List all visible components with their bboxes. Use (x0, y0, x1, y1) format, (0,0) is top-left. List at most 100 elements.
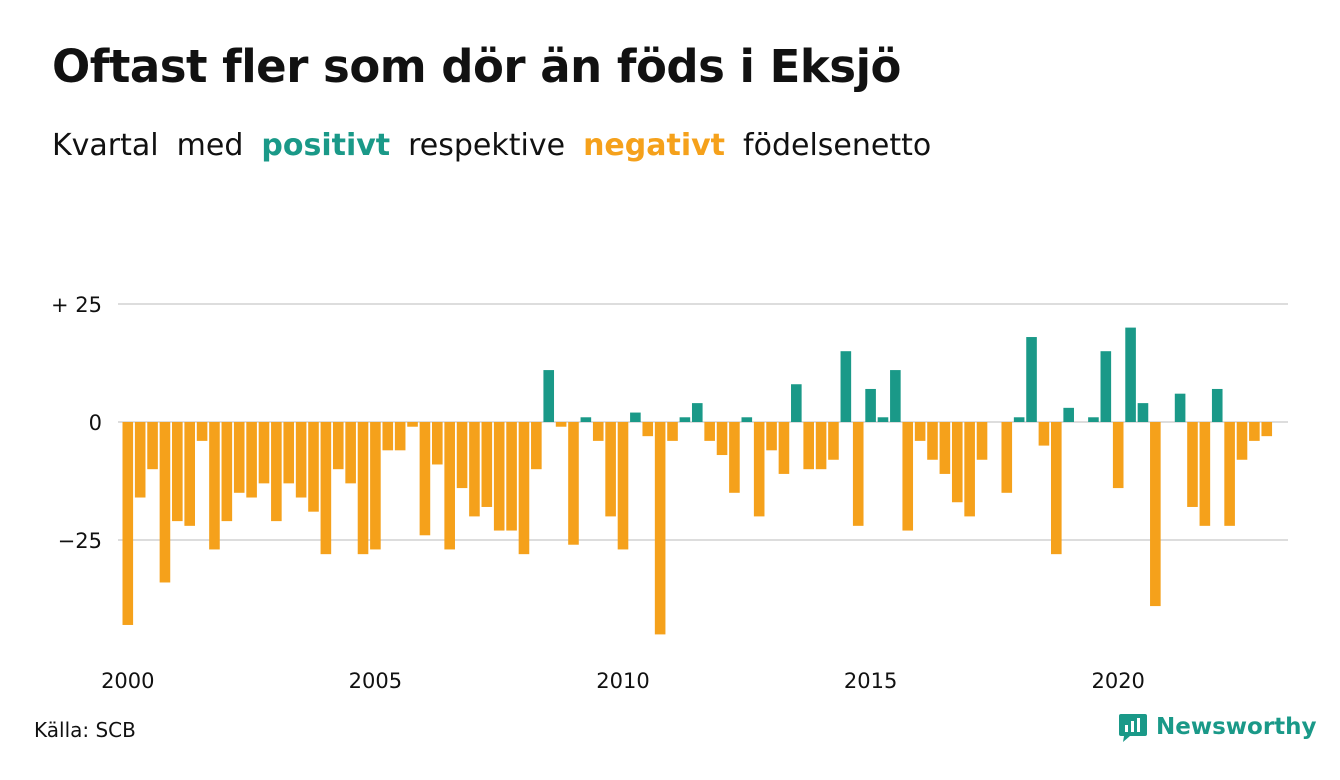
bar (1236, 422, 1248, 460)
x-tick-label: 2005 (349, 669, 402, 693)
bar (605, 422, 616, 517)
y-tick-label: + 25 (51, 293, 102, 317)
source-note: Källa: SCB (34, 718, 136, 742)
bar (791, 384, 802, 422)
bar (456, 422, 468, 489)
x-tick-label: 2000 (101, 669, 154, 693)
bar (357, 422, 369, 555)
bar (1088, 417, 1099, 422)
bar (679, 417, 691, 422)
bar (295, 422, 307, 498)
bar (246, 422, 257, 498)
bar (667, 422, 678, 441)
bar (407, 422, 418, 427)
bar (159, 422, 171, 583)
subtitle-word: Kvartal (52, 128, 159, 163)
bar (1224, 422, 1235, 526)
bar (258, 422, 270, 484)
bar (1013, 417, 1025, 422)
bar (840, 351, 852, 422)
y-tick-label: −25 (58, 529, 102, 553)
bar (1261, 422, 1273, 437)
bar (914, 422, 926, 441)
subtitle-word: med (176, 128, 244, 163)
bar (481, 422, 493, 507)
bar (1001, 422, 1013, 493)
bar (233, 422, 245, 493)
newsworthy-logo-icon (1119, 714, 1147, 742)
bar (716, 422, 728, 456)
subtitle-word: födelsenetto (743, 128, 932, 163)
brand-name: Newsworthy (1156, 714, 1317, 740)
bar (1051, 422, 1062, 555)
bar (394, 422, 406, 451)
bar (592, 422, 604, 441)
bar (976, 422, 988, 460)
bar (543, 370, 555, 422)
bar (1249, 422, 1260, 441)
bar (134, 422, 146, 498)
bar (196, 422, 208, 441)
bar (419, 422, 431, 536)
bar (332, 422, 344, 470)
bar (877, 417, 889, 422)
bar (493, 422, 505, 531)
x-axis-labels: 2000 2005 2010 2015 2020 (101, 669, 1145, 693)
bar (630, 412, 641, 422)
bar (815, 422, 827, 470)
bar (617, 422, 629, 550)
bar (753, 422, 765, 517)
bar (320, 422, 332, 555)
bar (741, 417, 753, 422)
bar (729, 422, 740, 493)
bar (1026, 337, 1037, 422)
bar (184, 422, 195, 526)
subtitle-word: respektive (408, 128, 566, 163)
bar (444, 422, 455, 550)
bar (766, 422, 777, 451)
bar (1038, 422, 1050, 446)
bar (209, 422, 220, 550)
bar (778, 422, 790, 474)
bar (691, 403, 703, 422)
bar (518, 422, 530, 555)
bar (1137, 403, 1149, 422)
bar (1063, 407, 1074, 422)
bar (927, 422, 938, 460)
bar (890, 370, 901, 422)
bar (654, 422, 666, 635)
bar (221, 422, 233, 522)
bar (704, 422, 715, 441)
bar (531, 422, 542, 470)
bar (506, 422, 517, 531)
bar (580, 417, 592, 422)
chart-subtitle: Kvartal med positivt respektive negativt föde… (52, 128, 949, 163)
bar (1211, 388, 1223, 422)
subtitle-positive-label: positivt (261, 128, 391, 163)
bar (147, 422, 158, 470)
bar (271, 422, 282, 522)
bar (1100, 351, 1112, 422)
y-tick-label: 0 (89, 411, 102, 435)
subtitle-negative-label: negativt (583, 128, 726, 163)
bar (964, 422, 975, 517)
bar (432, 422, 443, 465)
bar (1199, 422, 1211, 526)
bar (172, 422, 183, 522)
bar (902, 422, 914, 531)
bar (1125, 327, 1136, 422)
brand[interactable]: Newsworthy (1118, 712, 1317, 742)
bar (951, 422, 963, 503)
bar (642, 422, 654, 437)
bar (1174, 393, 1186, 422)
bars (122, 327, 1273, 635)
x-tick-label: 2015 (844, 669, 897, 693)
bar (568, 422, 579, 545)
bar (1150, 422, 1161, 607)
bar (370, 422, 381, 550)
bar (555, 422, 567, 427)
bar (1187, 422, 1198, 507)
bar (1112, 422, 1124, 489)
bar (308, 422, 319, 512)
